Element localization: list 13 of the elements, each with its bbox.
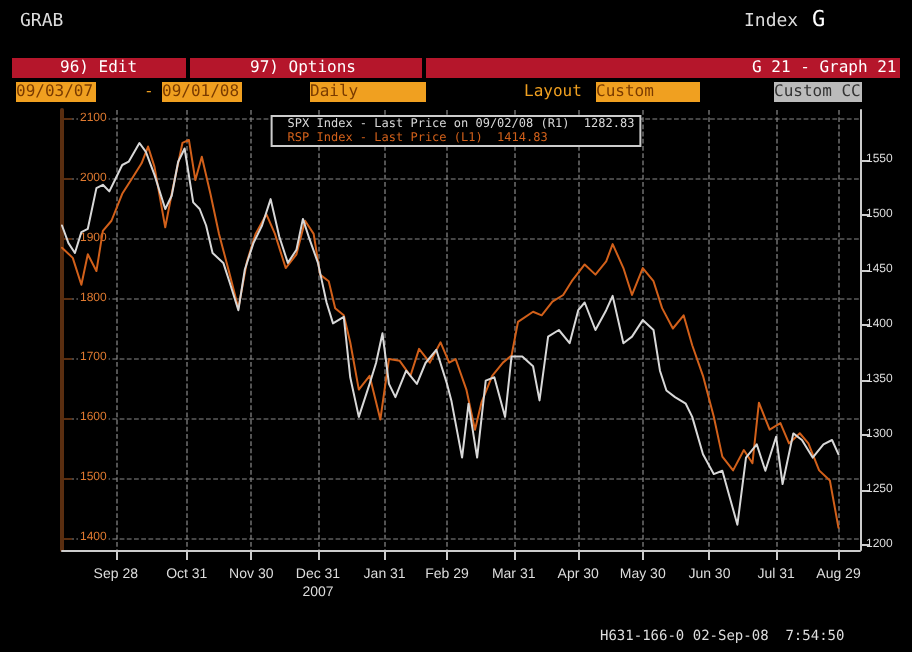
text: G 21 - Graph 21 — [752, 58, 897, 78]
text: 09/01/08 — [162, 82, 242, 102]
text: Custom CC — [774, 82, 862, 102]
text: 96) Edit — [60, 58, 138, 78]
text: Daily — [310, 82, 426, 102]
text: Index — [744, 12, 799, 32]
text: G — [812, 6, 826, 32]
text: 97) Options — [250, 58, 356, 78]
text: Custom — [596, 82, 700, 102]
text: GRAB — [20, 12, 64, 32]
text: - — [144, 82, 154, 102]
text: Layout — [524, 82, 582, 102]
text: 09/03/07 — [16, 82, 96, 102]
